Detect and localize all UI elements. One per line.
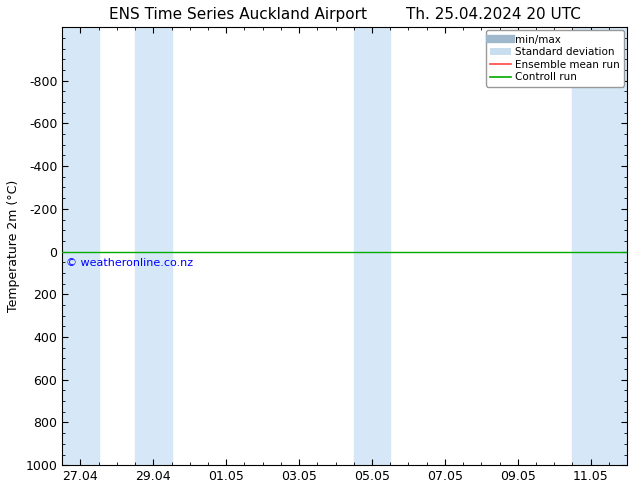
Bar [135,27,172,465]
Bar [62,27,99,465]
Bar [354,27,390,465]
Bar [573,27,627,465]
Y-axis label: Temperature 2m (°C): Temperature 2m (°C) [7,180,20,312]
Title: ENS Time Series Auckland Airport        Th. 25.04.2024 20 UTC: ENS Time Series Auckland Airport Th. 25.… [108,7,581,22]
Legend: min/max, Standard deviation, Ensemble mean run, Controll run: min/max, Standard deviation, Ensemble me… [486,30,624,87]
Text: © weatheronline.co.nz: © weatheronline.co.nz [66,258,193,268]
